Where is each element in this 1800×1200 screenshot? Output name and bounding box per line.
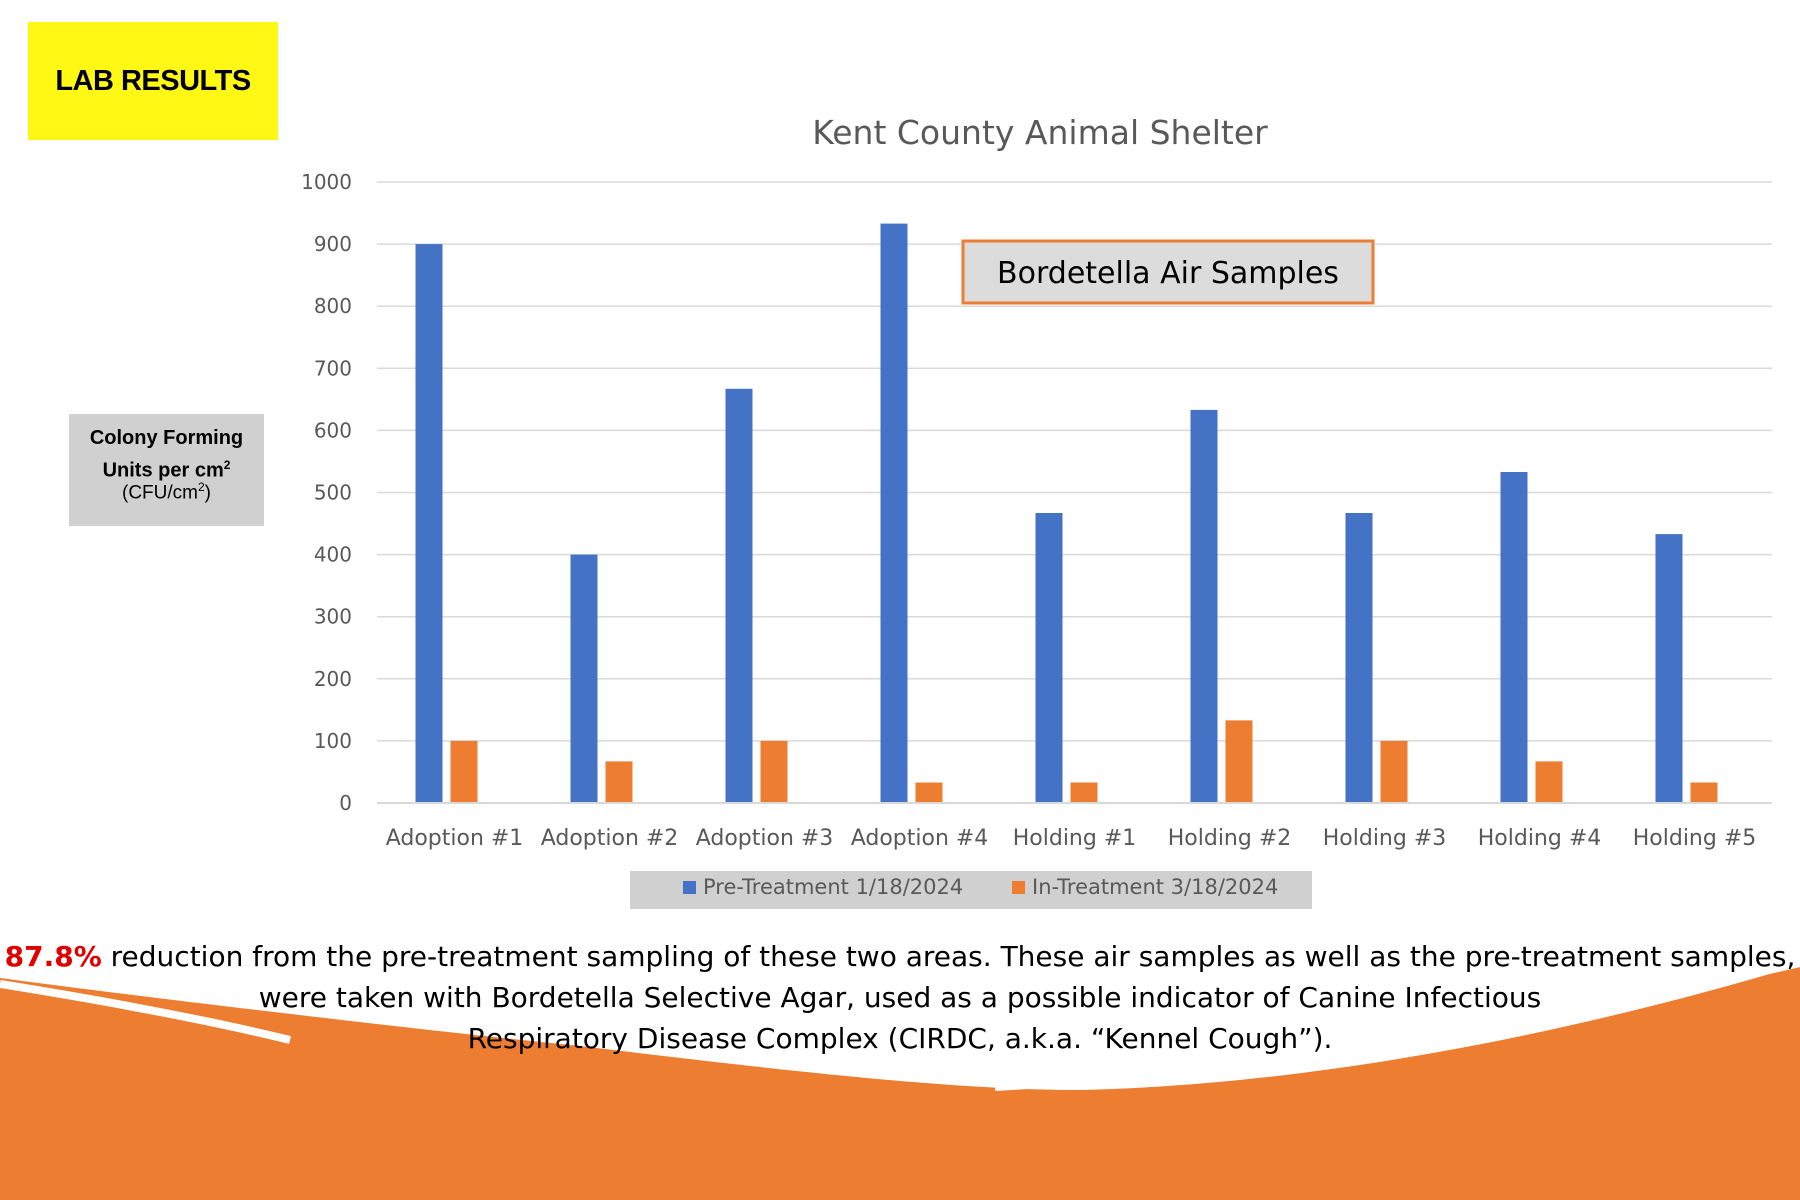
legend-label: Pre-Treatment 1/18/2024 [703,875,963,899]
bar-pre-treatment [1190,409,1218,803]
legend-swatch [683,881,696,894]
x-tick-label: Adoption #1 [386,826,524,851]
bar-pre-treatment [880,223,908,803]
x-tick-label: Holding #1 [1013,826,1137,851]
lab-results-badge: LAB RESULTS [28,22,278,140]
caption-line-1: 87.8% reduction from the pre-treatment s… [0,936,1800,977]
caption-text: 87.8% reduction from the pre-treatment s… [0,936,1800,1059]
x-tick-label: Adoption #4 [851,826,989,851]
bar-pre-treatment [1035,512,1063,803]
x-tick-label: Holding #5 [1633,826,1757,851]
x-tick-label: Adoption #2 [541,826,679,851]
bar-in-treatment [1690,782,1718,803]
y-tick-label: 300 [314,605,352,629]
x-tick-label: Adoption #3 [696,826,834,851]
lab-results-label: LAB RESULTS [55,64,251,97]
caption-line-2: were taken with Bordetella Selective Aga… [258,981,1542,1014]
legend-label: In-Treatment 3/18/2024 [1032,875,1278,899]
y-axis-label-main: Colony Forming Units per cm2 [69,425,264,485]
legend-swatch [1012,881,1025,894]
y-tick-label: 1000 [301,170,352,194]
callout-box [961,239,1375,305]
y-axis-label-text: Colony Forming Units per cm [89,427,244,482]
bar-pre-treatment [1500,472,1528,803]
y-tick-label: 900 [314,232,352,256]
x-tick-label: Holding #4 [1478,826,1602,851]
y-axis-label-sup: 2 [223,458,231,472]
bar-pre-treatment [1655,534,1683,803]
wave-highlight [994,957,1800,1091]
bar-pre-treatment [725,388,753,803]
y-tick-label: 600 [314,418,352,442]
reduction-percentage: 87.8% [4,940,102,973]
y-tick-label: 200 [314,667,352,691]
y-tick-label: 800 [314,294,352,318]
x-tick-label: Holding #2 [1168,826,1292,851]
caption-line-1-rest: reduction from the pre-treatment samplin… [101,940,1796,973]
bar-chart: Kent County Animal Shelter 0 100 200 300 400 5… [301,113,1772,909]
bar-in-treatment [605,761,633,803]
legend-box [630,871,1312,909]
chart-title: Kent County Animal Shelter [812,113,1268,152]
bar-in-treatment [450,740,478,803]
y-axis-unit-sup: 2 [197,480,205,494]
y-tick-label: 500 [314,481,352,505]
y-axis-unit-end: ) [204,482,211,504]
bar-in-treatment [1380,740,1408,803]
bar-in-treatment [1070,782,1098,803]
bar-in-treatment [1535,761,1563,803]
bar-in-treatment [1225,720,1253,803]
y-axis-unit: (CFU/cm2) [69,480,264,504]
bar-pre-treatment [1345,512,1373,803]
y-axis-unit-text: (CFU/cm [122,482,198,504]
y-tick-label: 100 [314,729,352,753]
bar-in-treatment [915,782,943,803]
bar-pre-treatment [415,244,443,804]
wave-fill [0,965,1800,1200]
callout-label: Bordetella Air Samples [997,256,1339,291]
y-tick-label: 700 [314,356,352,380]
bar-in-treatment [760,740,788,803]
wave-highlight-left [0,980,291,1044]
y-tick-label: 0 [339,791,352,815]
y-axis-label-box: Colony Forming Units per cm2 (CFU/cm2) [69,414,264,526]
bar-pre-treatment [570,554,598,803]
x-tick-label: Holding #3 [1323,826,1447,851]
caption-line-3: Respiratory Disease Complex (CIRDC, a.k.… [467,1022,1333,1055]
y-tick-label: 400 [314,543,352,567]
